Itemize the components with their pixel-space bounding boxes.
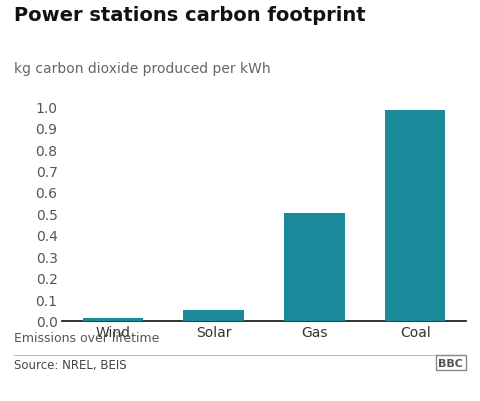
Text: BBC: BBC bbox=[438, 358, 463, 368]
Text: Power stations carbon footprint: Power stations carbon footprint bbox=[14, 6, 366, 25]
Bar bbox=[284, 214, 345, 321]
Bar bbox=[83, 319, 143, 321]
Text: Source: NREL, BEIS: Source: NREL, BEIS bbox=[14, 358, 127, 371]
Text: Emissions over lifetime: Emissions over lifetime bbox=[14, 331, 160, 344]
Bar bbox=[183, 310, 244, 321]
Text: kg carbon dioxide produced per kWh: kg carbon dioxide produced per kWh bbox=[14, 62, 271, 76]
Bar bbox=[385, 111, 445, 321]
